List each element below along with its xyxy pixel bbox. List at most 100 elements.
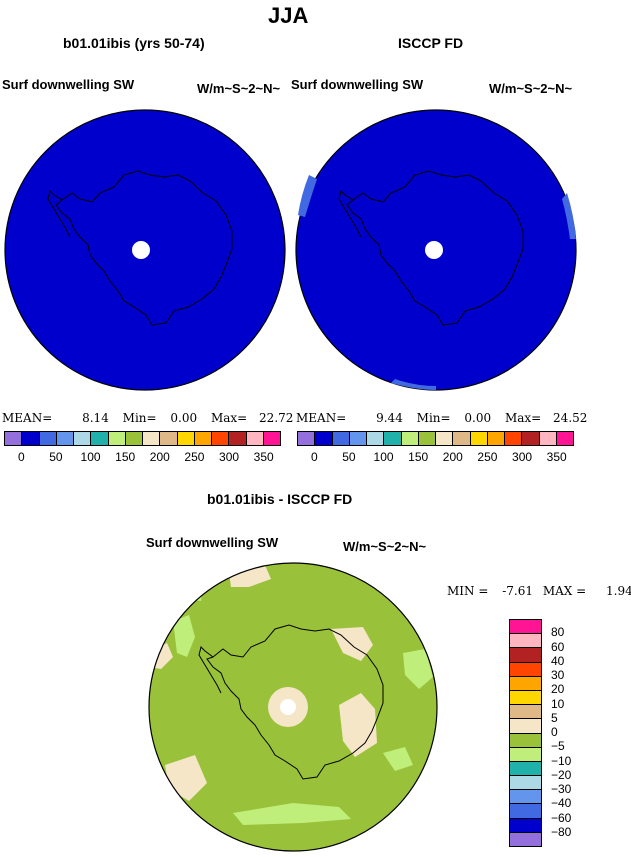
right-mean-value: 9.44 [376,411,403,425]
right-colorbar-swatch [505,432,523,445]
diff-light-patch-southeast [383,747,413,771]
diff-min-label: MIN = [447,584,489,598]
right-panel-stats: MEAN= 9.44 Min= 0.00 Max= 24.52 [296,411,587,425]
diff-colorbar-tick-label: −10 [551,753,572,768]
diff-colorbar-swatch [510,620,541,635]
right-panel-title: ISCCP FD [398,35,464,51]
right-min-label: Min= [416,411,451,425]
diff-colorbar-tick-label: 20 [551,682,565,697]
right-min-value: 0.00 [464,411,492,425]
diff-colorbar-swatch [510,719,541,734]
diff-colorbar-tick-label: −30 [551,782,572,796]
left-colorbar-swatch [263,432,280,445]
left-panel-stats: MEAN= 8.14 Min= 0.00 Max= 22.72 [2,411,293,425]
left-mean-label: MEAN= [2,411,53,425]
right-colorbar-swatch [367,432,385,445]
left-colorbar-swatch [177,432,195,445]
right-colorbar-tick-label: 350 [546,450,567,464]
diff-tan-patch-east [339,693,377,757]
right-colorbar-swatch [315,432,333,445]
left-panel-field-label: Surf downwelling SW [2,77,135,92]
diff-colorbar-tick-label: 80 [551,625,565,640]
diff-tan-patch-north [229,565,271,587]
diff-colorbar-tick-label: 5 [551,710,558,725]
left-max-label: Max= [210,411,248,425]
page-title: JJA [268,3,309,28]
right-colorbar-swatch [332,432,350,445]
left-colorbar-swatch [22,432,40,445]
left-colorbar-swatch [5,432,23,445]
diff-colorbar-tick-label: 60 [551,639,565,654]
right-colorbar-swatch [401,432,419,445]
diff-min-value: -7.61 [502,584,534,598]
diff-colorbar-tick-label: −40 [551,796,572,811]
left-colorbar-swatch [229,432,247,445]
right-colorbar-swatch [470,432,488,445]
right-colorbar-tick-label: 200 [442,450,463,464]
right-colorbar-swatch [436,432,454,445]
diff-light-patch-south [233,803,351,825]
right-colorbar-swatch [556,432,573,445]
diff-light-patch-west [173,615,195,657]
left-antarctica-coastline [55,170,233,326]
right-colorbar-tick-label: 300 [512,450,533,464]
left-colorbar-tick-label: 150 [115,450,136,464]
right-antarctica-coastline [346,170,524,326]
left-colorbar-swatch [74,432,92,445]
left-mean-value: 8.14 [82,411,109,425]
diff-colorbar-swatch [510,832,541,846]
diff-panel-field-label: Surf downwelling SW [146,535,279,550]
right-colorbar-swatch [298,432,316,445]
right-mean-label: MEAN= [296,411,347,425]
left-colorbar-tick-label: 250 [184,450,205,464]
right-colorbar-tick-label: 50 [342,450,356,464]
left-colorbar-tick-label: 300 [219,450,240,464]
right-polar-map [295,109,577,391]
diff-peninsula [198,646,222,694]
left-colorbar-swatch [56,432,74,445]
left-colorbar-swatch [143,432,161,445]
diff-colorbar-swatch [510,648,541,663]
diff-panel-stats: MIN = -7.61 MAX = 1.94 [447,584,631,598]
left-colorbar-swatch [160,432,178,445]
right-colorbar-tick-label: 100 [373,450,394,464]
left-colorbar-tick-label: 50 [49,450,63,464]
diff-colorbar-tick-label: 40 [551,653,565,668]
right-colorbar-swatch [539,432,557,445]
diff-colorbar-tick-label: 10 [551,696,565,711]
diff-panel-units-label: W/m~S~2~N~ [343,539,427,554]
diff-antarctica-coastline [206,624,384,780]
diff-colorbar-swatch [510,690,541,706]
left-colorbar-swatch [108,432,126,445]
right-colorbar-tick-label: 150 [408,450,429,464]
diff-colorbar-swatch [510,676,541,691]
diff-colorbar [509,619,542,847]
right-colorbar-swatch [384,432,402,445]
diff-colorbar-tick-label: −20 [551,767,572,782]
left-colorbar-swatch [91,432,109,445]
left-polar-map [4,109,286,391]
right-panel-field-label: Surf downwelling SW [291,77,424,92]
diff-colorbar-swatch [510,818,541,833]
diff-colorbar-tick-label: −5 [551,739,565,754]
diff-colorbar-swatch [510,634,541,649]
diff-colorbar-tick-label: 0 [551,725,558,739]
right-colorbar-swatch [487,432,505,445]
right-edge-light-patch-west [298,175,317,217]
left-colorbar-tick-label: 200 [149,450,170,464]
right-max-label: Max= [504,411,542,425]
left-min-label: Min= [122,411,157,425]
diff-colorbar-swatch [510,790,541,805]
right-edge-light-patch-east [562,193,576,239]
right-colorbar-swatch [522,432,540,445]
left-colorbar-swatch [246,432,264,445]
left-colorbar-tick-label: 0 [17,450,25,464]
left-panel-units-label: W/m~S~2~N~ [197,81,281,96]
diff-max-value: 1.94 [606,584,631,598]
diff-colorbar-swatch [510,705,541,720]
diff-pole-hole [280,699,296,715]
right-max-value: 24.52 [553,411,588,425]
diff-polar-map [148,562,438,852]
left-colorbar [4,431,281,446]
left-colorbar-swatch [125,432,143,445]
